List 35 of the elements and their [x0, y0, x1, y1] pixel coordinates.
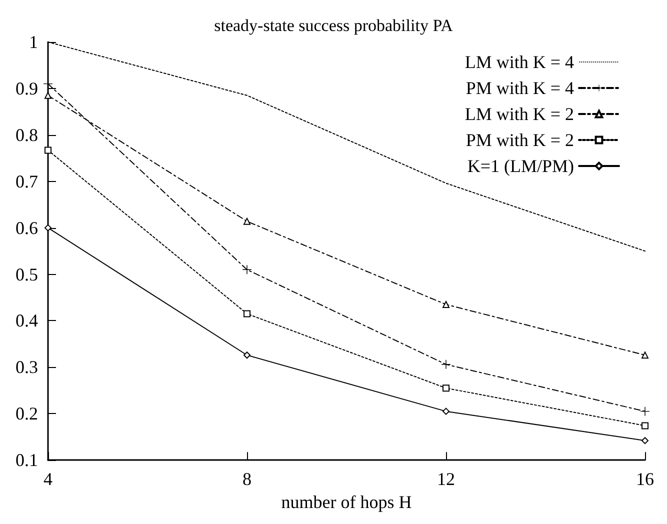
y-tick-label: 0.3 [16, 357, 38, 378]
point [244, 352, 250, 359]
y-tick-label: 0.7 [16, 171, 38, 192]
legend-label: PM with K = 2 [466, 130, 574, 150]
x-tick-label: 4 [44, 469, 52, 490]
point [242, 265, 252, 274]
x-tick-label: 8 [242, 469, 252, 490]
y-tick-label: 0.8 [16, 124, 38, 145]
point [442, 360, 450, 369]
x-tick-label: 12 [437, 469, 455, 490]
point [640, 406, 650, 416]
y-tick-label: 1 [29, 32, 38, 52]
y-tick-label: 0.1 [16, 450, 38, 470]
legend-label: LM with K = 2 [464, 104, 574, 124]
point [44, 224, 52, 232]
y-tick-label: 0.2 [16, 404, 38, 424]
point [642, 352, 648, 359]
point [442, 300, 450, 308]
legend-label: LM with K = 4 [464, 52, 574, 72]
y-tick-label: 0.4 [16, 310, 38, 331]
y-tick-label: 0.5 [16, 264, 38, 284]
point [442, 408, 450, 415]
point [244, 218, 250, 225]
chart-title: steady-state success probability PA [214, 16, 454, 35]
x-tick-label: 16 [636, 469, 654, 490]
point [44, 146, 52, 154]
legend-label: PM with K = 4 [466, 78, 574, 98]
y-tick-label: 0.6 [16, 218, 38, 238]
point [642, 422, 648, 430]
x-axis-title: number of hops H [281, 492, 412, 512]
point [442, 384, 450, 392]
y-tick-label: 0.9 [16, 78, 38, 98]
legend-label: K=1 (LM/PM) [467, 156, 574, 176]
point [642, 437, 648, 444]
point [244, 310, 250, 318]
